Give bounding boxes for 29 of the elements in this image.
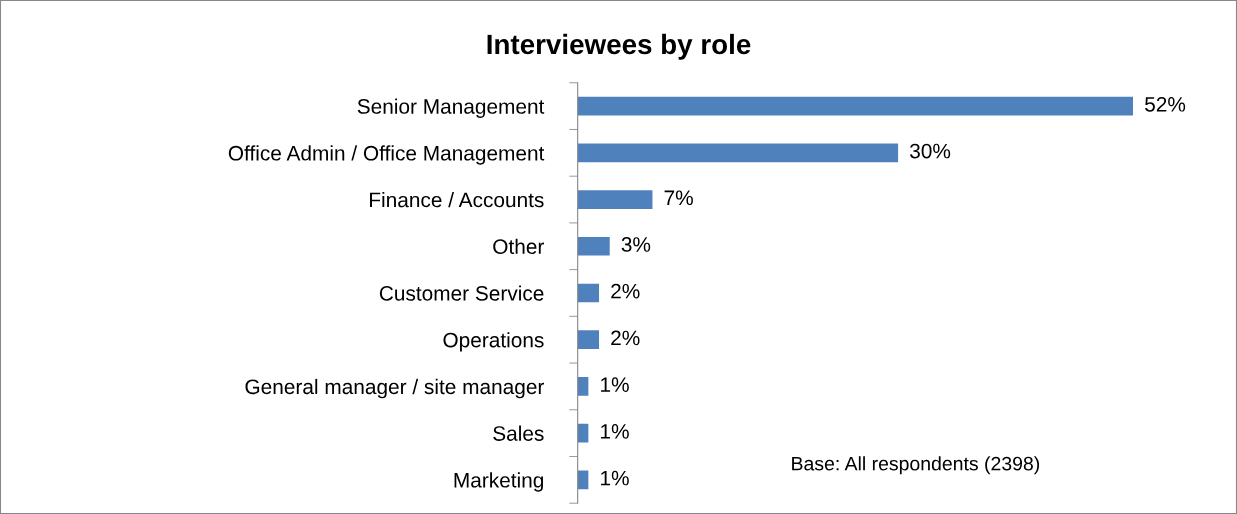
data-label: 1% <box>601 424 629 439</box>
data-label: 3% <box>621 237 651 252</box>
y-tick-label: General manager / site manager <box>245 378 545 399</box>
chart-title: Interviewees by role <box>487 33 751 60</box>
y-tick-label: Senior Management <box>357 98 545 118</box>
data-label: 1% <box>601 377 629 392</box>
bar <box>577 377 589 396</box>
data-label: 2% <box>611 283 640 299</box>
data-label: 7% <box>664 190 693 206</box>
bar <box>577 143 899 163</box>
y-tick-label: Finance / Accounts <box>370 192 544 208</box>
bar <box>577 470 589 490</box>
data-label: 1% <box>601 470 629 486</box>
bar <box>577 330 600 350</box>
y-tick-label: Sales <box>493 425 544 441</box>
y-tick-label: Operations <box>443 332 544 352</box>
y-tick-label: Office Admin / Office Management <box>228 145 545 165</box>
bar <box>577 283 600 303</box>
y-tick-label: Customer Service <box>379 285 544 301</box>
bar <box>577 236 610 256</box>
data-label: 30% <box>910 143 951 159</box>
bar <box>577 96 1134 116</box>
bar <box>577 190 653 209</box>
annotation: Base: All respondents (2398) <box>792 456 1040 475</box>
data-label: 2% <box>611 330 640 346</box>
bar <box>577 423 589 443</box>
y-tick-label: Marketing <box>454 472 544 492</box>
y-tick-label: Other <box>493 238 544 255</box>
data-label: 52% <box>1145 96 1186 112</box>
